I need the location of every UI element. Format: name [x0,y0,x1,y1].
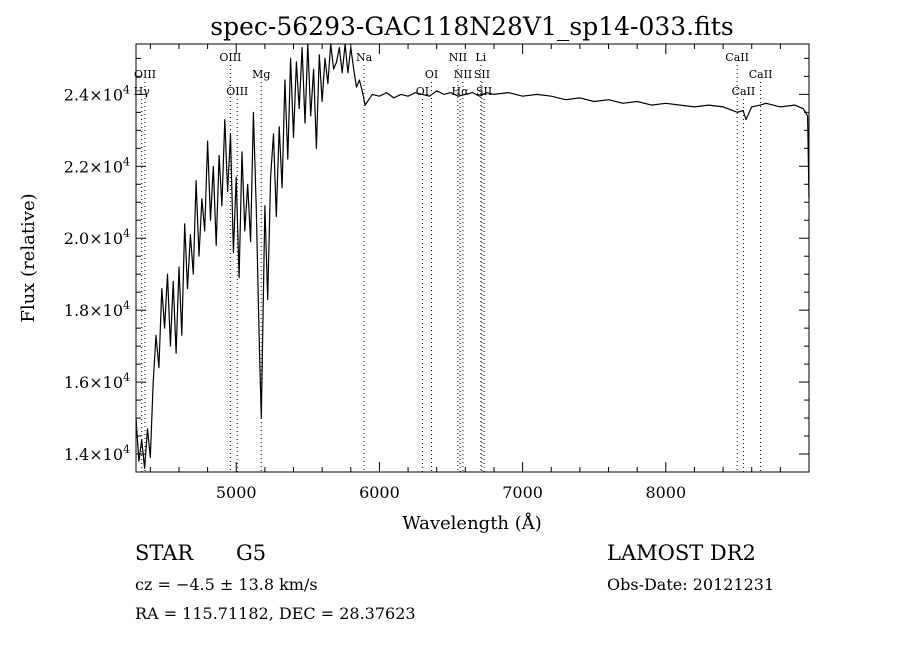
y-axis: 1.4×104 1.6×104 1.8×104 2.0×104 2.2×104 2.4×1… [64,57,809,464]
spectrum-line [135,43,810,469]
spectral-line-label: Li [475,51,486,64]
spectral-line-label: OIII [219,51,241,64]
spectral-line-label: OI [425,68,438,81]
spectral-line-markers: OIIIHγOIIIOIIIMgNaOIOINIINIIHαLiSIISIICa… [134,51,773,472]
chart-title: spec-56293-GAC118N28V1_sp14-033.fits [210,12,733,41]
y-tick-label: 1.6×104 [64,371,130,392]
object-class: STAR [135,541,194,565]
coordinates-text: RA = 115.71182, DEC = 28.37623 [135,604,416,623]
redshift-text: cz = −4.5 ± 13.8 km/s [135,575,318,594]
x-tick-label: 7000 [502,483,543,502]
y-tick-label: 1.8×104 [64,299,130,320]
plot-frame [135,43,810,473]
x-tick-label: 6000 [359,483,400,502]
spectral-line-label: SII [474,68,490,81]
spectral-line-label: Na [356,51,373,64]
y-tick-label: 2.2×104 [64,155,130,176]
x-tick-label: 5000 [216,483,257,502]
y-tick-label: 2.4×104 [64,83,130,104]
spectral-line-label: Mg [252,68,270,81]
spectral-line-label: OIII [134,68,156,81]
spectral-line-label: SII [476,85,492,98]
spectral-line-label: OIII [226,85,248,98]
spectral-line-label: CaII [749,68,773,81]
y-axis-title: Flux (relative) [18,193,39,322]
x-tick-label: 8000 [645,483,686,502]
spectral-line-label: CaII [732,85,756,98]
spectral-line-label: CaII [725,51,749,64]
survey-name: LAMOST DR2 [607,541,756,565]
x-axis-title: Wavelength (Å) [402,512,542,534]
series-layer [135,43,810,469]
obs-date: Obs-Date: 20121231 [607,575,774,594]
spectral-line-label: NII [454,68,472,81]
y-tick-label: 1.4×104 [64,443,130,464]
spectral-line-label: NII [449,51,467,64]
object-subclass: G5 [236,541,266,565]
y-tick-label: 2.0×104 [64,227,130,248]
x-axis: 5000 6000 7000 8000 [149,44,781,502]
